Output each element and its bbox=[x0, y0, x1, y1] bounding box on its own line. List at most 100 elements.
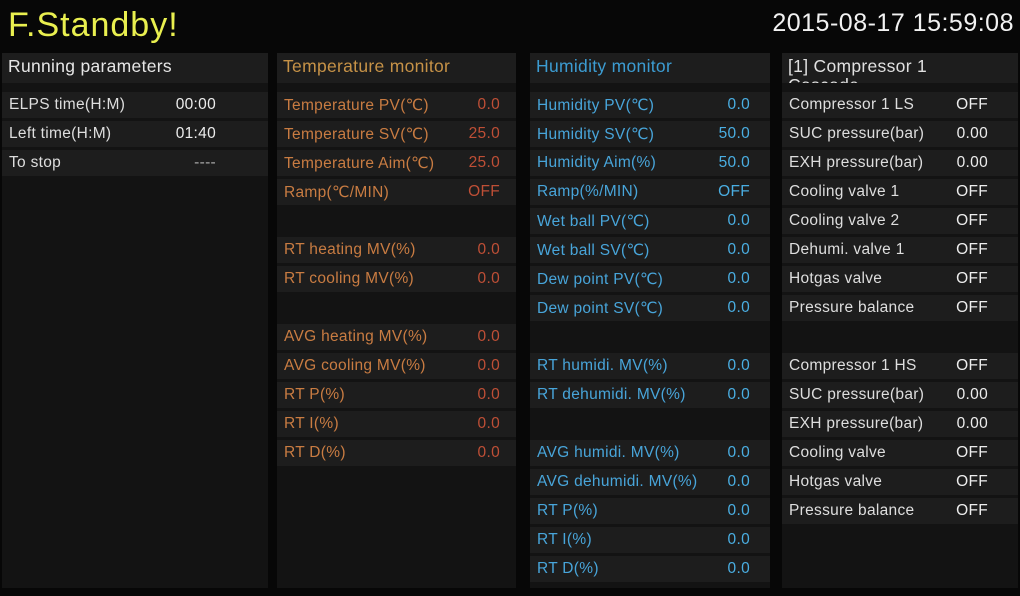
row-value: 0.0 bbox=[727, 444, 750, 461]
row-label: RT I(%) bbox=[537, 531, 592, 548]
row-value: 00:00 bbox=[175, 96, 216, 113]
data-row: Dew point PV(℃) 0.0 bbox=[530, 266, 770, 292]
row-label: Humidity PV(℃) bbox=[537, 96, 655, 114]
data-row: EXH pressure(bar) 0.00 bbox=[782, 150, 1018, 176]
data-row: RT D(%) 0.0 bbox=[530, 556, 770, 582]
data-row: Humidity SV(℃) 50.0 bbox=[530, 121, 770, 147]
row-value: 0.0 bbox=[477, 444, 500, 461]
row-value: 50.0 bbox=[718, 125, 750, 142]
row-value: 0.0 bbox=[477, 357, 500, 374]
panel-body: Temperature PV(℃) 0.0 Temperature SV(℃) 25.… bbox=[277, 92, 516, 588]
row-value: ---- bbox=[194, 154, 216, 171]
row-value: OFF bbox=[956, 96, 988, 113]
row-value: OFF bbox=[468, 183, 500, 200]
data-row: Hotgas valve OFF bbox=[782, 266, 1018, 292]
row-value: 0.0 bbox=[727, 386, 750, 403]
row-label: RT dehumidi. MV(%) bbox=[537, 386, 686, 403]
panel-body: ELPS time(H:M) 00:00 Left time(H:M) 01:40 To… bbox=[2, 92, 268, 588]
data-row: Dehumi. valve 1 OFF bbox=[782, 237, 1018, 263]
row-value: OFF bbox=[956, 357, 988, 374]
row-label: Compressor 1 LS bbox=[789, 96, 915, 113]
row-label: RT P(%) bbox=[284, 386, 345, 403]
data-row: RT D(%) 0.0 bbox=[277, 440, 516, 466]
panel-compressor-cascade: [1] Compressor 1 Cascade Compressor 1 LS… bbox=[782, 53, 1018, 588]
data-row: Wet ball SV(℃) 0.0 bbox=[530, 237, 770, 263]
row-value: 0.0 bbox=[727, 473, 750, 490]
row-label: Dehumi. valve 1 bbox=[789, 241, 905, 258]
panel-title: Temperature monitor bbox=[277, 53, 516, 83]
data-row: Temperature Aim(℃) 25.0 bbox=[277, 150, 516, 176]
data-row: Cooling valve OFF bbox=[782, 440, 1018, 466]
panel-title: [1] Compressor 1 Cascade bbox=[782, 53, 1018, 83]
row-value: 0.0 bbox=[727, 270, 750, 287]
data-row: AVG dehumidi. MV(%) 0.0 bbox=[530, 469, 770, 495]
row-value: 25.0 bbox=[468, 154, 500, 171]
row-value: OFF bbox=[956, 183, 988, 200]
row-label: Pressure balance bbox=[789, 502, 915, 519]
row-label: AVG cooling MV(%) bbox=[284, 357, 426, 374]
row-label: Wet ball SV(℃) bbox=[537, 241, 650, 259]
data-row: RT P(%) 0.0 bbox=[530, 498, 770, 524]
row-value: 0.00 bbox=[956, 415, 988, 432]
row-value: 25.0 bbox=[468, 125, 500, 142]
row-value: 0.0 bbox=[477, 328, 500, 345]
row-label: Ramp(℃/MIN) bbox=[284, 183, 390, 201]
data-row: Wet ball PV(℃) 0.0 bbox=[530, 208, 770, 234]
row-label: Left time(H:M) bbox=[9, 125, 112, 142]
data-row: RT I(%) 0.0 bbox=[530, 527, 770, 553]
data-row: Pressure balance OFF bbox=[782, 295, 1018, 321]
row-label: SUC pressure(bar) bbox=[789, 125, 925, 142]
row-label: Hotgas valve bbox=[789, 473, 883, 490]
row-label: EXH pressure(bar) bbox=[789, 154, 924, 171]
data-row: Left time(H:M) 01:40 bbox=[2, 121, 268, 147]
row-label: RT P(%) bbox=[537, 502, 598, 519]
row-value: 0.0 bbox=[477, 386, 500, 403]
data-row: Compressor 1 LS OFF bbox=[782, 92, 1018, 118]
datetime-display: 2015-08-17 15:59:08 bbox=[772, 9, 1014, 37]
row-label: Wet ball PV(℃) bbox=[537, 212, 650, 230]
row-value: OFF bbox=[956, 502, 988, 519]
row-label: RT I(%) bbox=[284, 415, 339, 432]
status-title: F.Standby! bbox=[8, 6, 179, 44]
row-value: 0.0 bbox=[477, 415, 500, 432]
row-value: 01:40 bbox=[175, 125, 216, 142]
panel-running-parameters: Running parameters ELPS time(H:M) 00:00 Le… bbox=[2, 53, 268, 588]
row-value: 0.00 bbox=[956, 386, 988, 403]
row-label: Pressure balance bbox=[789, 299, 915, 316]
data-row: SUC pressure(bar) 0.00 bbox=[782, 121, 1018, 147]
row-label: RT D(%) bbox=[537, 560, 599, 577]
row-label: To stop bbox=[9, 154, 62, 171]
row-label: Cooling valve bbox=[789, 444, 886, 461]
row-label: Temperature PV(℃) bbox=[284, 96, 429, 114]
row-label: AVG heating MV(%) bbox=[284, 328, 428, 345]
data-row: Pressure balance OFF bbox=[782, 498, 1018, 524]
row-label: Dew point SV(℃) bbox=[537, 299, 664, 317]
row-value: 0.0 bbox=[727, 299, 750, 316]
data-row: EXH pressure(bar) 0.00 bbox=[782, 411, 1018, 437]
row-value: 0.0 bbox=[477, 241, 500, 258]
row-label: RT cooling MV(%) bbox=[284, 270, 414, 287]
row-label: Ramp(%/MIN) bbox=[537, 183, 639, 200]
row-label: RT D(%) bbox=[284, 444, 346, 461]
row-value: 0.0 bbox=[477, 270, 500, 287]
data-row: Ramp(℃/MIN) OFF bbox=[277, 179, 516, 205]
row-value: OFF bbox=[718, 183, 750, 200]
data-row: Dew point SV(℃) 0.0 bbox=[530, 295, 770, 321]
row-value: 0.0 bbox=[727, 96, 750, 113]
row-label: Hotgas valve bbox=[789, 270, 883, 287]
row-label: RT humidi. MV(%) bbox=[537, 357, 668, 374]
row-label: SUC pressure(bar) bbox=[789, 386, 925, 403]
data-row: RT I(%) 0.0 bbox=[277, 411, 516, 437]
row-value: 0.0 bbox=[727, 357, 750, 374]
row-label: Temperature Aim(℃) bbox=[284, 154, 435, 172]
data-row: Temperature SV(℃) 25.0 bbox=[277, 121, 516, 147]
row-value: 0.00 bbox=[956, 125, 988, 142]
row-label: Temperature SV(℃) bbox=[284, 125, 429, 143]
panel-humidity-monitor: Humidity monitor Humidity PV(℃) 0.0 Humidi… bbox=[530, 53, 770, 588]
panel-temperature-monitor: Temperature monitor Temperature PV(℃) 0.0… bbox=[277, 53, 516, 588]
row-label: Dew point PV(℃) bbox=[537, 270, 664, 288]
row-value: 0.0 bbox=[727, 241, 750, 258]
row-value: 0.0 bbox=[727, 212, 750, 229]
row-label: Cooling valve 2 bbox=[789, 212, 900, 229]
data-row: Humidity PV(℃) 0.0 bbox=[530, 92, 770, 118]
